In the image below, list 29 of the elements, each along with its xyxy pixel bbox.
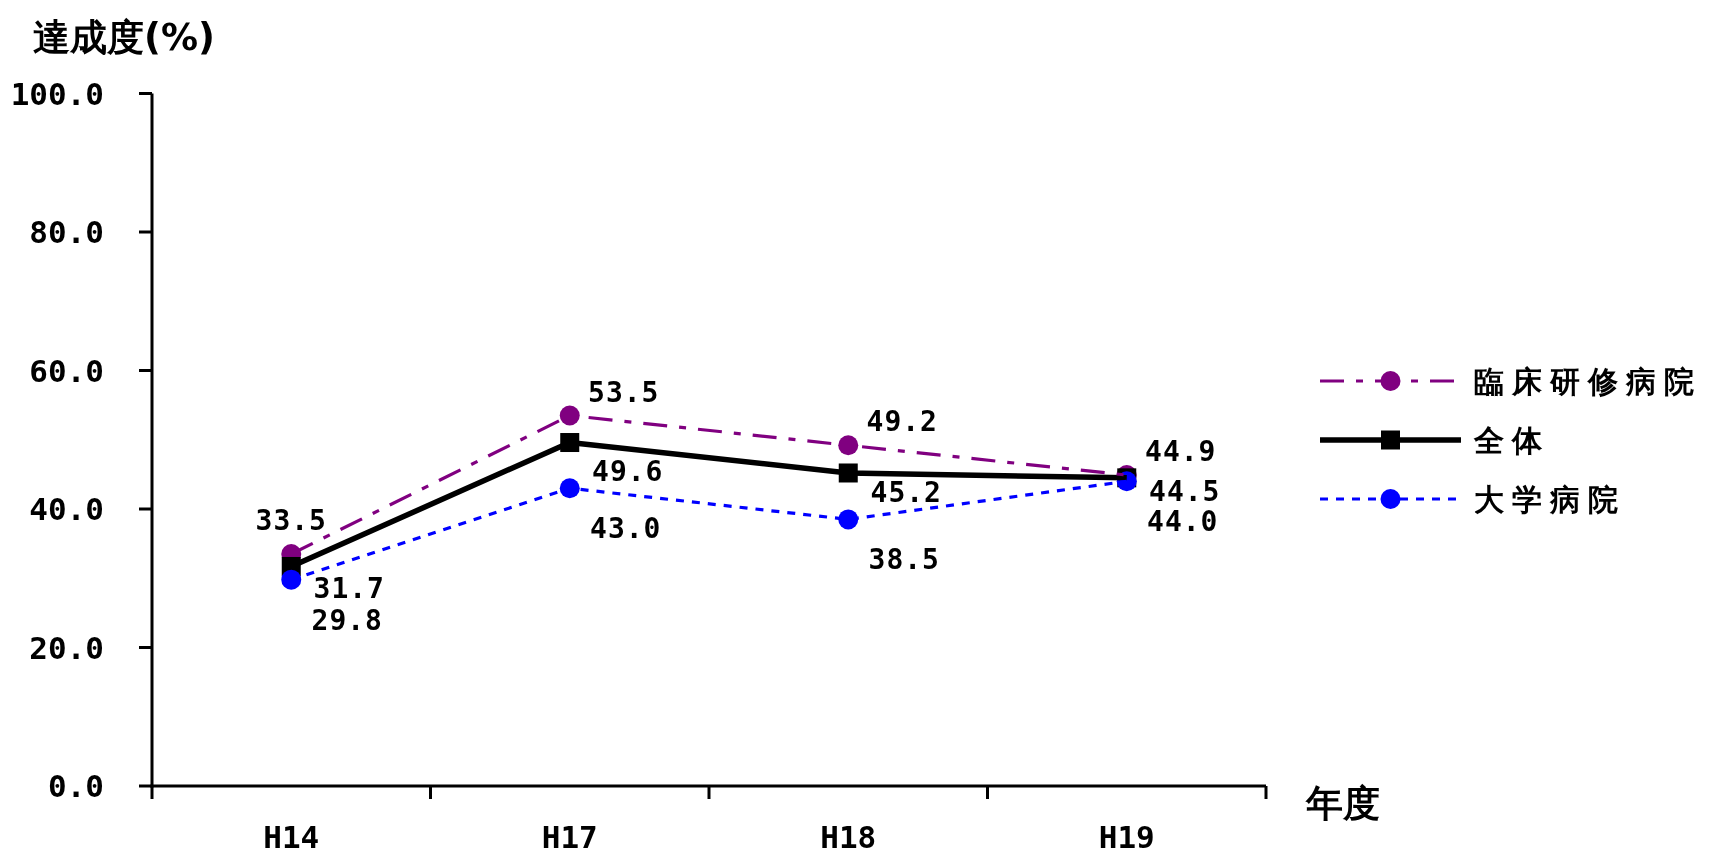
data-label: 29.8 bbox=[311, 603, 383, 637]
data-label: 31.7 bbox=[313, 571, 385, 605]
legend-label: 臨床研修病院 bbox=[1474, 363, 1702, 399]
data-label: 49.6 bbox=[592, 454, 664, 488]
data-label: 33.5 bbox=[255, 503, 327, 537]
point bbox=[281, 569, 302, 590]
x-axis-title: 年度 bbox=[1305, 782, 1380, 825]
x-tick-label: H17 bbox=[541, 819, 598, 854]
y-axis-title: 達成度(%) bbox=[33, 16, 215, 59]
point bbox=[559, 405, 580, 426]
y-tick-label: 60.0 bbox=[29, 352, 104, 389]
data-label: 53.5 bbox=[588, 375, 660, 409]
legend-label: 全体 bbox=[1473, 422, 1550, 458]
point bbox=[559, 478, 580, 499]
y-tick-label: 80.0 bbox=[29, 214, 104, 250]
data-label: 49.2 bbox=[866, 404, 938, 438]
x-tick-label: H19 bbox=[1098, 819, 1155, 854]
data-label: 44.9 bbox=[1145, 434, 1217, 468]
legend-label: 大学病院 bbox=[1474, 481, 1626, 517]
point bbox=[838, 435, 859, 456]
y-tick-label: 20.0 bbox=[29, 629, 104, 666]
x-tick-label: H18 bbox=[820, 819, 877, 854]
data-label: 38.5 bbox=[868, 542, 940, 576]
y-tick-label: 0.0 bbox=[48, 768, 104, 804]
y-tick-label: 40.0 bbox=[29, 491, 104, 527]
x-tick-label: H14 bbox=[263, 819, 320, 854]
y-tick-label: 100.0 bbox=[10, 75, 104, 112]
data-label: 43.0 bbox=[590, 511, 662, 545]
data-label: 45.2 bbox=[870, 475, 942, 509]
